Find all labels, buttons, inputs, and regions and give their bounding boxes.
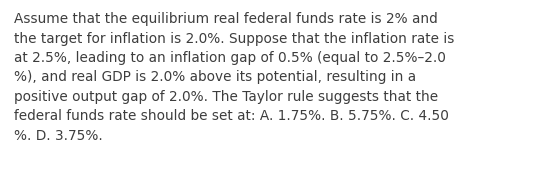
Text: federal funds rate should be set at: A. 1.75%. B. 5.75%. C. 4.50: federal funds rate should be set at: A. … — [14, 109, 449, 124]
Text: at 2.5%, leading to an inflation gap of 0.5% (equal to 2.5%–2.0: at 2.5%, leading to an inflation gap of … — [14, 51, 446, 65]
Text: Assume that the equilibrium real federal funds rate is 2% and: Assume that the equilibrium real federal… — [14, 12, 437, 26]
Text: %. D. 3.75%.: %. D. 3.75%. — [14, 129, 103, 143]
Text: %), and real GDP is 2.0% above its potential, resulting in a: %), and real GDP is 2.0% above its poten… — [14, 70, 416, 84]
Text: the target for inflation is 2.0%. Suppose that the inflation rate is: the target for inflation is 2.0%. Suppos… — [14, 32, 454, 45]
Text: positive output gap of 2.0%. The Taylor rule suggests that the: positive output gap of 2.0%. The Taylor … — [14, 90, 438, 104]
